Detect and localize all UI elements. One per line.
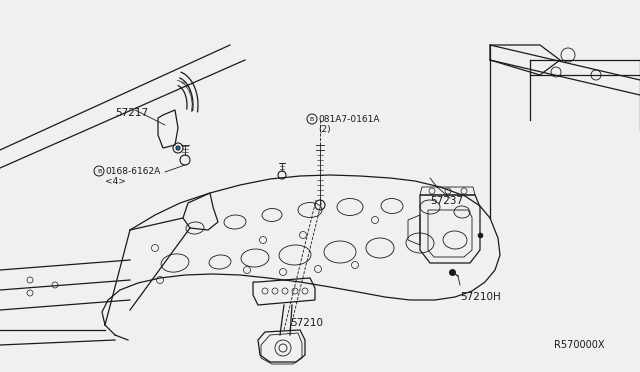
Text: 57217: 57217 (115, 108, 148, 118)
Text: R570000X: R570000X (554, 340, 605, 350)
Text: 081A7-0161A
(2): 081A7-0161A (2) (318, 115, 380, 134)
Text: 57237: 57237 (430, 196, 463, 206)
Text: 0168-6162A
<4>: 0168-6162A <4> (105, 167, 160, 186)
Circle shape (176, 146, 180, 150)
Text: 57210H: 57210H (460, 292, 500, 302)
Text: 57210: 57210 (290, 318, 323, 328)
Text: B: B (310, 116, 314, 122)
Text: B: B (97, 169, 101, 173)
